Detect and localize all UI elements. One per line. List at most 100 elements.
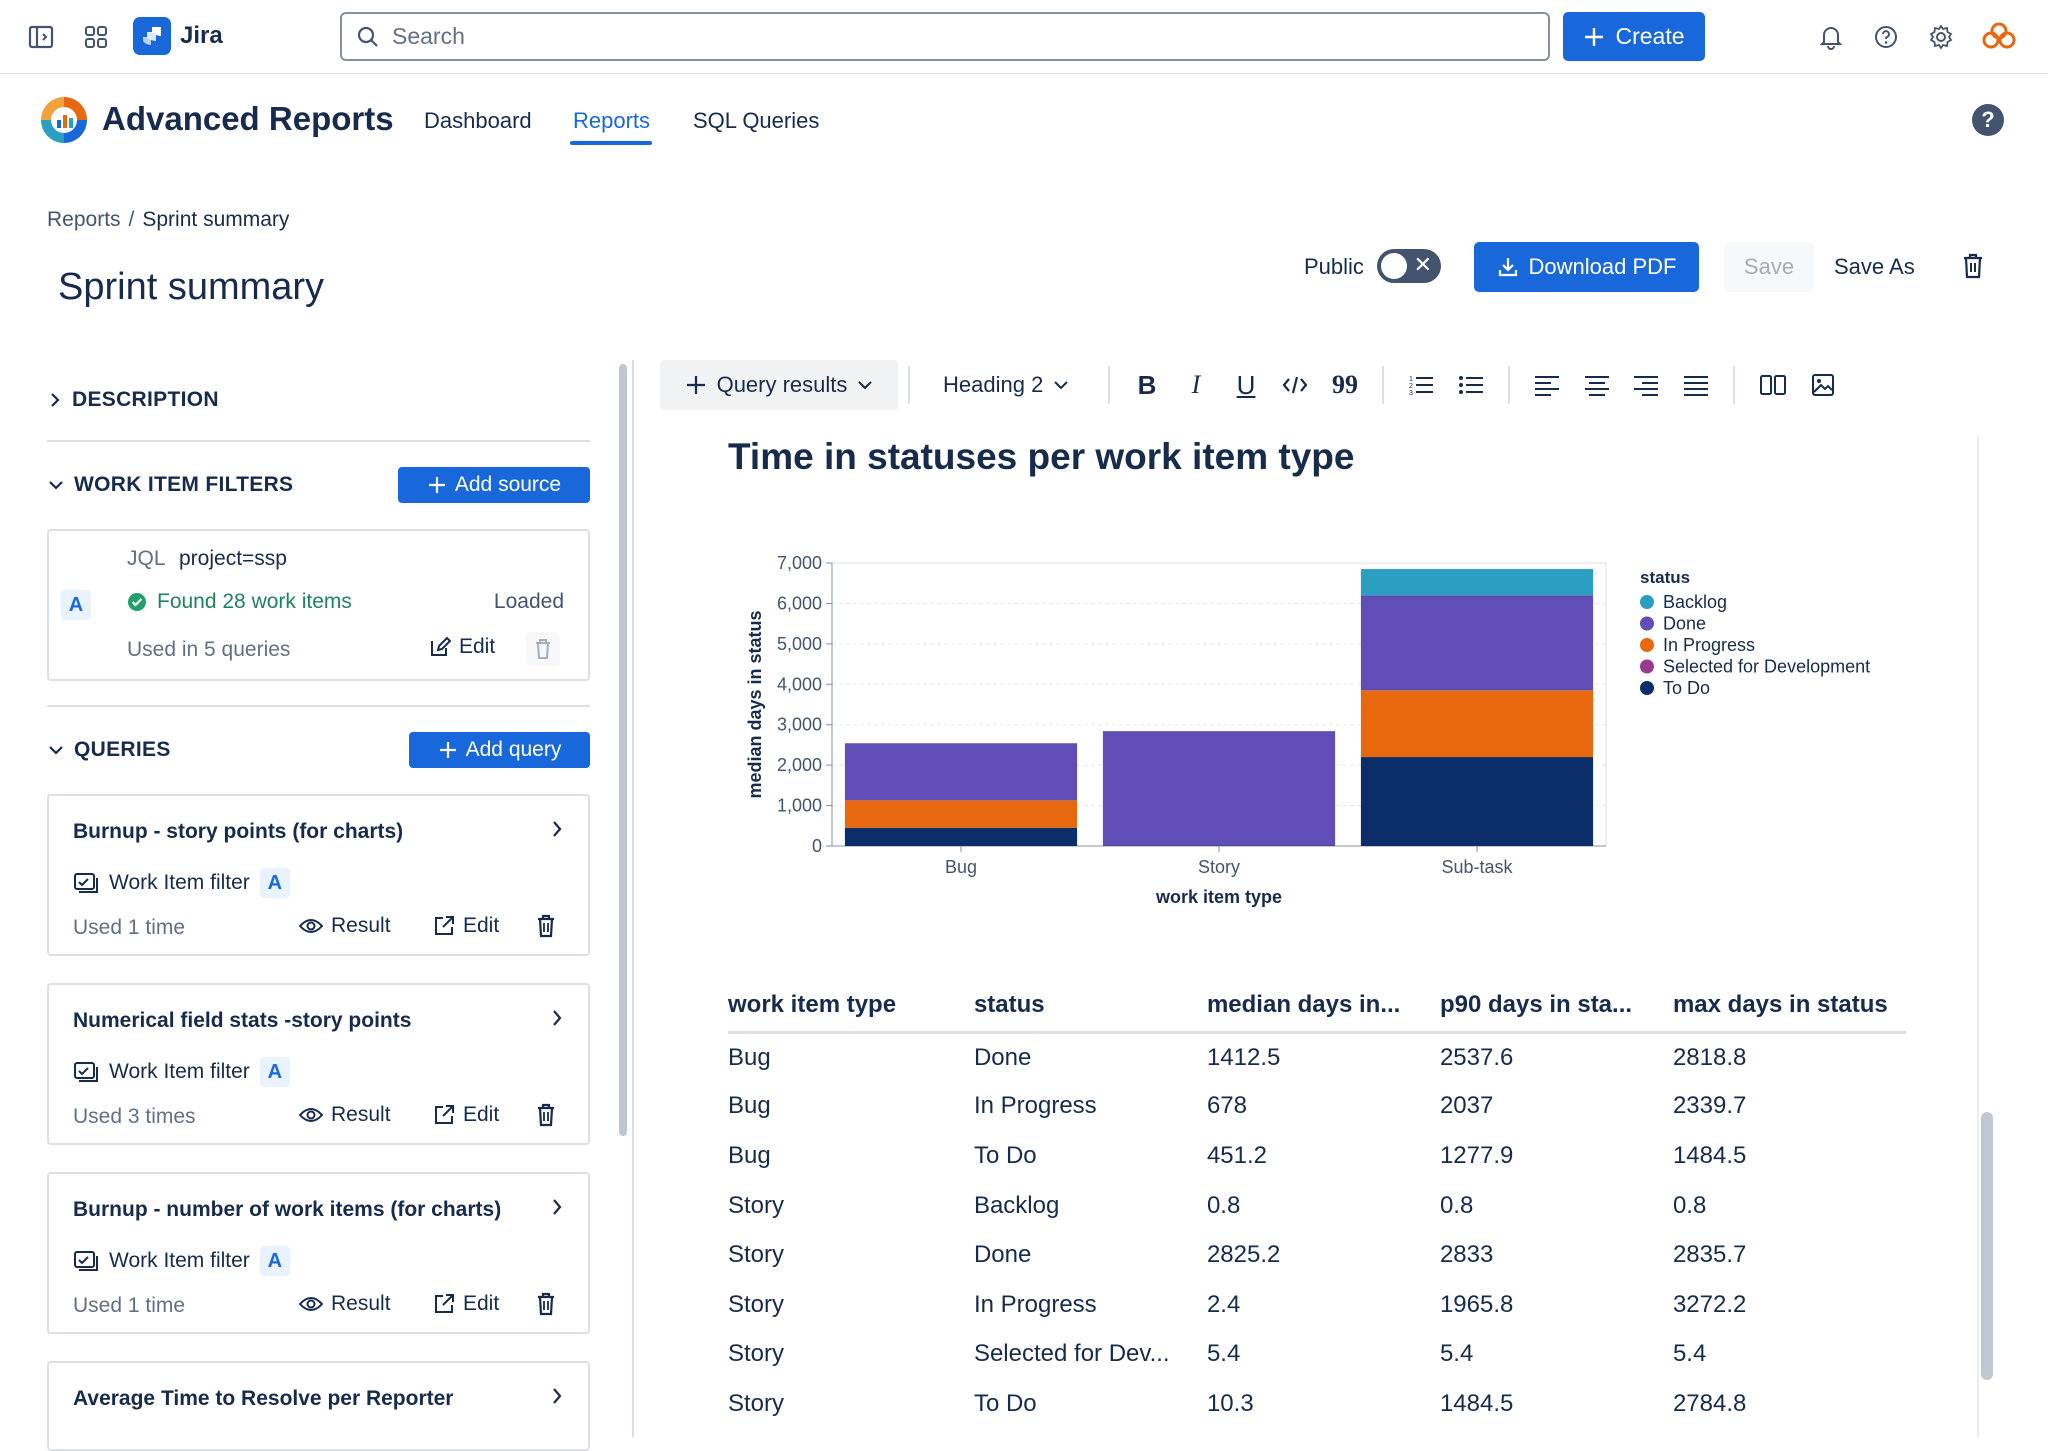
search-icon	[356, 25, 380, 49]
save-as-button[interactable]: Save As	[1834, 254, 1915, 280]
bold-icon[interactable]: B	[1132, 370, 1162, 400]
add-source-button[interactable]: Add source	[398, 467, 590, 503]
chevron-right-icon[interactable]	[550, 1385, 564, 1407]
query-results-label: Query results	[717, 372, 848, 398]
chevron-right-icon[interactable]	[550, 818, 564, 840]
query-card[interactable]: Burnup - number of work items (for chart…	[47, 1172, 590, 1334]
filter-status: Found 28 work items	[127, 590, 352, 614]
query-filter-label: Work Item filter	[109, 1249, 250, 1273]
help-icon[interactable]	[1867, 18, 1905, 56]
edit-pencil-icon	[429, 636, 451, 658]
align-justify-icon[interactable]	[1681, 370, 1711, 400]
y-tick-label: 6,000	[777, 593, 822, 613]
editor-scrollbar[interactable]	[1981, 1112, 1993, 1380]
left-panel-scrollbar[interactable]	[619, 364, 627, 1136]
chevron-right-icon[interactable]	[550, 1007, 564, 1029]
query-result-button[interactable]: Result	[299, 914, 391, 938]
help-button[interactable]: ?	[1972, 104, 2004, 136]
column-header[interactable]: median days in...	[1207, 980, 1440, 1032]
add-query-label: Add query	[466, 738, 562, 762]
query-results-dropdown[interactable]: Query results	[660, 360, 898, 410]
column-header[interactable]: status	[974, 980, 1207, 1032]
filter-delete-trash-icon[interactable]	[526, 632, 560, 666]
queries-heading: QUERIES	[74, 738, 171, 762]
query-edit-button[interactable]: Edit	[433, 1292, 499, 1316]
heading-style-dropdown[interactable]: Heading 2	[943, 372, 1069, 398]
work-item-filters-section-toggle[interactable]: WORK ITEM FILTERS	[48, 473, 293, 497]
tab-sql-queries[interactable]: SQL Queries	[693, 108, 819, 134]
bullet-list-icon[interactable]	[1456, 370, 1486, 400]
quote-icon[interactable]: 99	[1330, 370, 1360, 400]
underline-icon[interactable]: U	[1231, 370, 1261, 400]
chevron-right-icon[interactable]	[550, 1196, 564, 1218]
public-toggle[interactable]: ✕	[1377, 249, 1441, 283]
report-section-heading: Time in statuses per work item type	[728, 436, 1354, 478]
top-navigation-bar: Jira Create	[0, 0, 2048, 74]
work-item-filter-card[interactable]: A JQL project=ssp Found 28 work items Lo…	[47, 529, 590, 681]
query-edit-button[interactable]: Edit	[433, 914, 499, 938]
table-cell: Bug	[728, 1032, 974, 1082]
query-filter-badge: A	[260, 1057, 290, 1087]
column-header[interactable]: work item type	[728, 980, 974, 1032]
query-result-label: Result	[331, 1292, 391, 1316]
app-switcher-icon[interactable]	[77, 18, 115, 56]
insert-image-icon[interactable]	[1808, 370, 1838, 400]
eye-icon	[299, 1295, 323, 1313]
download-pdf-button[interactable]: Download PDF	[1474, 242, 1699, 292]
italic-icon[interactable]: I	[1181, 370, 1211, 400]
code-icon[interactable]	[1280, 370, 1310, 400]
search-input[interactable]	[392, 23, 1492, 50]
x-tick-label: Bug	[945, 857, 977, 877]
plus-icon	[1583, 26, 1605, 48]
y-tick-label: 2,000	[777, 755, 822, 775]
x-tick-label: Story	[1198, 857, 1240, 877]
query-card[interactable]: Numerical field stats -story points Work…	[47, 983, 590, 1145]
svg-text:3: 3	[1409, 390, 1413, 397]
delete-report-trash-icon[interactable]	[1960, 252, 1986, 280]
align-right-icon[interactable]	[1631, 370, 1661, 400]
align-center-icon[interactable]	[1582, 370, 1612, 400]
create-button[interactable]: Create	[1563, 12, 1705, 61]
app-name[interactable]: Jira	[180, 22, 223, 50]
search-box[interactable]	[340, 12, 1550, 61]
tab-dashboard[interactable]: Dashboard	[424, 108, 532, 134]
query-result-button[interactable]: Result	[299, 1103, 391, 1127]
description-section-toggle[interactable]: DESCRIPTION	[48, 388, 219, 412]
table-cell: Bug	[728, 1082, 974, 1132]
plus-icon	[438, 740, 458, 760]
tab-reports[interactable]: Reports	[573, 108, 650, 134]
table-cell: Story	[728, 1181, 974, 1231]
query-card[interactable]: Burnup - story points (for charts) Work …	[47, 794, 590, 956]
align-left-icon[interactable]	[1532, 370, 1562, 400]
settings-gear-icon[interactable]	[1922, 18, 1960, 56]
column-header[interactable]: max days in status	[1673, 980, 1906, 1032]
table-cell: 1412.5	[1207, 1032, 1440, 1082]
column-header[interactable]: p90 days in sta...	[1440, 980, 1673, 1032]
delete-query-trash-icon[interactable]	[535, 1292, 557, 1316]
legend-swatch	[1640, 617, 1654, 631]
query-card[interactable]: Average Time to Resolve per Reporter	[47, 1361, 590, 1451]
queries-section-toggle[interactable]: QUERIES	[48, 738, 171, 762]
query-filter-ref: Work Item filter A	[73, 868, 290, 898]
columns-layout-icon[interactable]	[1758, 370, 1788, 400]
user-avatar-icon[interactable]	[1980, 18, 2018, 56]
legend-swatch	[1640, 660, 1654, 674]
save-button[interactable]: Save	[1724, 242, 1814, 292]
filter-edit-button[interactable]: Edit	[429, 635, 495, 659]
breadcrumb-reports-link[interactable]: Reports	[47, 208, 121, 232]
filter-badge: A	[61, 590, 91, 620]
notifications-bell-icon[interactable]	[1812, 18, 1850, 56]
delete-query-trash-icon[interactable]	[535, 914, 557, 938]
delete-query-trash-icon[interactable]	[535, 1103, 557, 1127]
query-edit-button[interactable]: Edit	[433, 1103, 499, 1127]
query-result-button[interactable]: Result	[299, 1292, 391, 1316]
sidebar-toggle-icon[interactable]	[22, 18, 60, 56]
add-query-button[interactable]: Add query	[409, 732, 590, 768]
jira-logo-icon[interactable]	[133, 17, 171, 55]
y-tick-label: 0	[812, 836, 822, 856]
table-cell: 2037	[1440, 1082, 1673, 1132]
